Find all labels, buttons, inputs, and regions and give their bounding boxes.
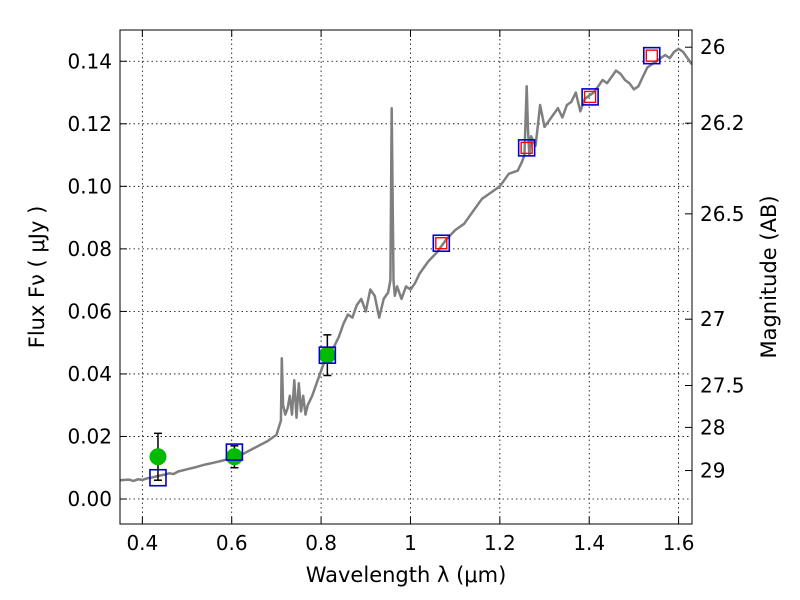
measured-point xyxy=(149,448,167,466)
y-axis-label: Flux Fν ( μJy ) xyxy=(25,206,49,349)
model-point xyxy=(225,443,244,461)
x-tick-label: 0.8 xyxy=(305,531,337,555)
photometry-markers xyxy=(149,46,661,487)
model-point xyxy=(581,88,599,106)
x-tick-label: 1.4 xyxy=(573,531,605,555)
y-tick-label: 0.06 xyxy=(67,299,112,323)
model-point xyxy=(318,346,337,364)
y-tick-label: 0.14 xyxy=(67,49,112,73)
spectrum-line xyxy=(120,47,692,483)
measured-point xyxy=(225,448,243,466)
upper-band-point xyxy=(645,49,658,62)
x-tick-label: 1.2 xyxy=(484,531,516,555)
x-tick-label: 1 xyxy=(404,531,417,555)
y-axis-ticks: 0.00 0.02 0.04 0.06 0.08 0.10 0.12 0.14 xyxy=(67,49,127,511)
spectrum-layer xyxy=(120,47,692,483)
right-tick-label: 27.5 xyxy=(700,373,745,397)
x-tick-label: 0.4 xyxy=(126,531,158,555)
measured-point xyxy=(318,346,336,364)
right-axis-label: Magnitude (AB) xyxy=(757,195,781,358)
x-tick-label: 1.6 xyxy=(663,531,695,555)
model-point xyxy=(517,139,536,157)
right-axis-ticks: 26 26.2 26.5 27 27.5 28 29 xyxy=(685,35,745,483)
right-tick-label: 26.5 xyxy=(700,202,745,226)
y-tick-label: 0.10 xyxy=(67,174,112,198)
right-tick-label: 29 xyxy=(700,459,725,483)
y-tick-label: 0.00 xyxy=(67,487,112,511)
right-tick-label: 26 xyxy=(700,35,725,59)
model-point xyxy=(432,234,451,253)
upper-band-point xyxy=(435,237,448,250)
right-tick-label: 27 xyxy=(700,307,725,331)
y-tick-label: 0.02 xyxy=(67,424,112,448)
x-axis-label: Wavelength λ (μm) xyxy=(306,563,507,587)
y-tick-label: 0.12 xyxy=(67,112,112,136)
x-tick-label: 0.6 xyxy=(216,531,248,555)
right-tick-label: 28 xyxy=(700,415,725,439)
upper-band-point xyxy=(520,141,533,155)
right-tick-label: 26.2 xyxy=(700,111,745,135)
grid xyxy=(120,30,692,524)
model-point xyxy=(149,468,167,487)
model-point xyxy=(642,46,661,65)
upper-band-point xyxy=(583,90,597,104)
y-tick-label: 0.08 xyxy=(67,237,112,261)
x-axis-ticks: 0.4 0.6 0.8 1 1.2 1.4 1.6 xyxy=(126,30,695,555)
y-tick-label: 0.04 xyxy=(67,362,112,386)
plot-frame xyxy=(119,29,693,525)
